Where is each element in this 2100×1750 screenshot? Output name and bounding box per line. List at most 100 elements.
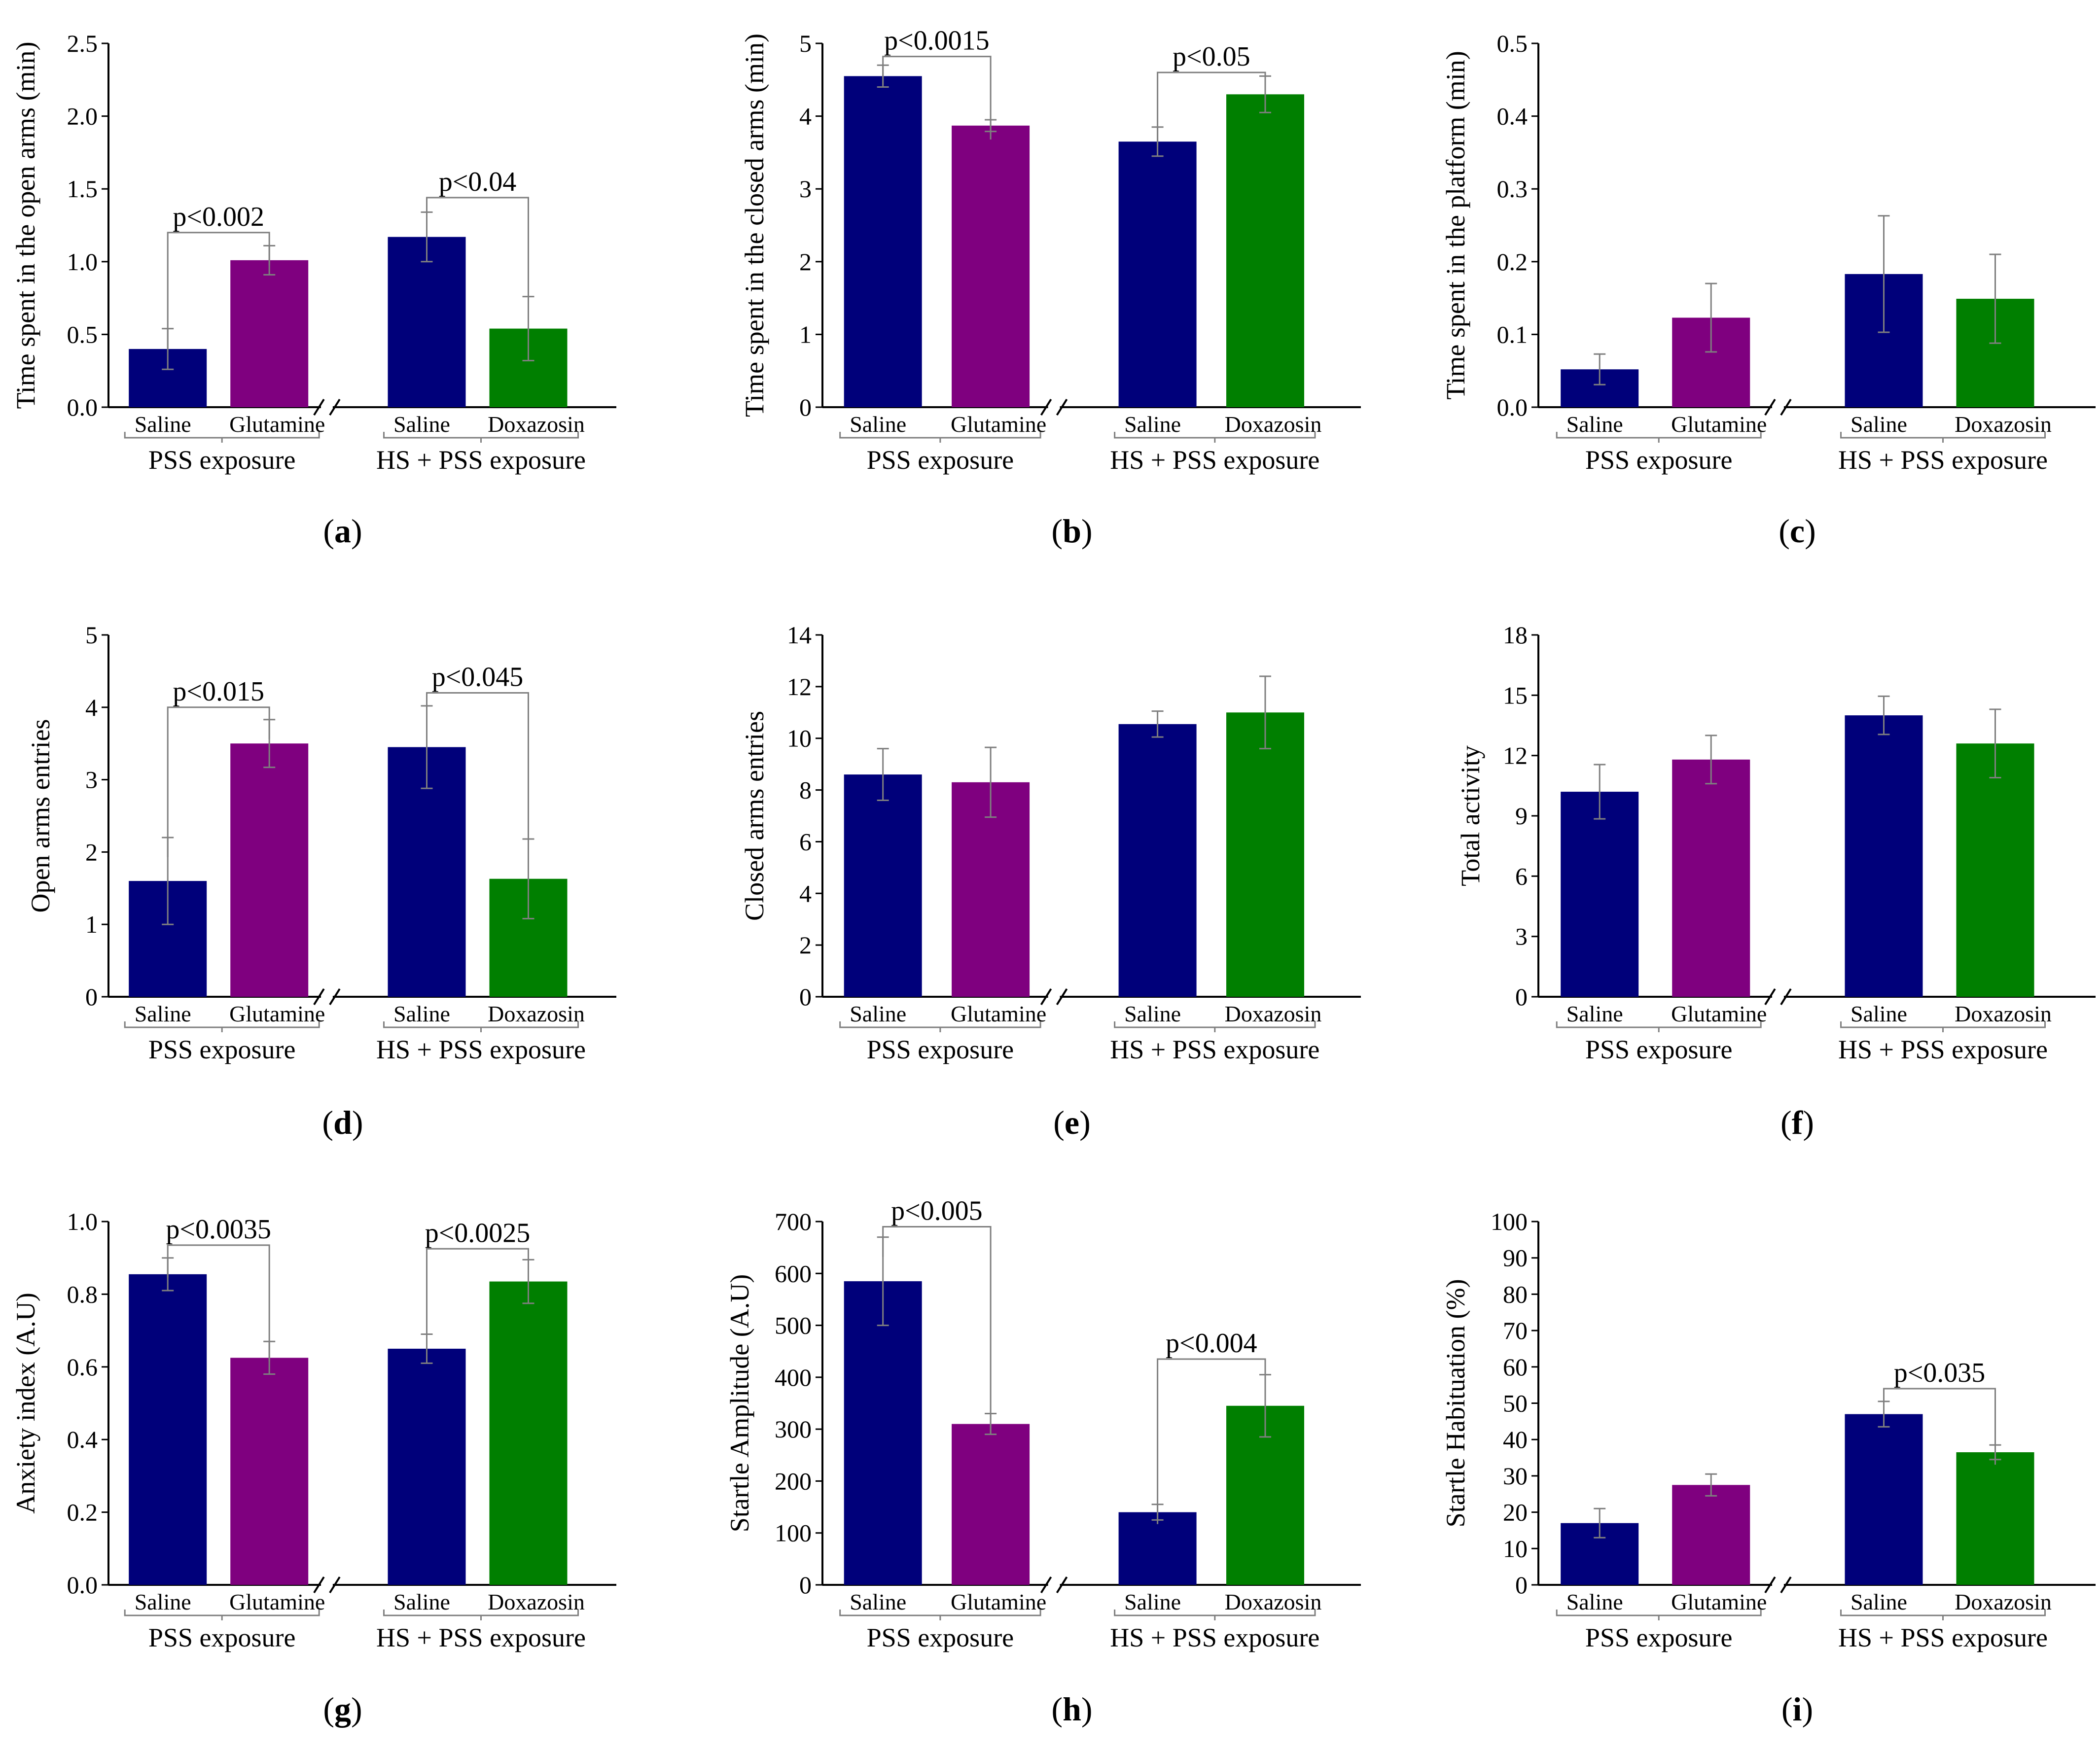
- category-label: Saline: [850, 1001, 906, 1026]
- bar-saline: [129, 1274, 207, 1585]
- bar-glutamine: [952, 782, 1030, 997]
- y-tick-label: 0: [1515, 983, 1528, 1011]
- bar-saline: [844, 76, 922, 408]
- bar-saline: [844, 1281, 922, 1585]
- significance-bracket: [167, 232, 270, 349]
- category-label: Doxazosin: [1225, 1589, 1322, 1614]
- y-axis-label: Startle Habituation (%): [1441, 1279, 1470, 1528]
- axis-break-mark: [1040, 398, 1052, 416]
- significance-label: p<0.0015: [884, 26, 990, 56]
- panel-label: (e): [1053, 1104, 1091, 1141]
- y-tick-label: 2: [799, 931, 812, 959]
- y-axis-label: Time spent in the platform (min): [1441, 51, 1470, 399]
- panel-label: (c): [1779, 512, 1816, 550]
- bar-saline: [388, 237, 466, 407]
- category-label: Saline: [1124, 1589, 1181, 1614]
- category-label: Saline: [135, 1589, 191, 1614]
- significance-label: p<0.045: [432, 662, 524, 692]
- significance-bracket: [167, 706, 270, 858]
- group-label: HS + PSS exposure: [376, 445, 586, 475]
- bar-doxazosin: [1956, 743, 2034, 997]
- y-axis-label: Time spent in the open arms (min): [11, 42, 40, 409]
- panel-letter: i: [1793, 1690, 1802, 1728]
- category-label: Doxazosin: [1955, 412, 2052, 437]
- y-tick-label: 9: [1515, 802, 1528, 830]
- group-label: PSS exposure: [148, 1623, 296, 1652]
- bar-saline: [1118, 141, 1197, 407]
- axis-break-mark: [329, 1576, 341, 1594]
- axis-break-mark: [313, 1576, 325, 1594]
- group-label: PSS exposure: [867, 1035, 1014, 1064]
- panel-letter: h: [1063, 1690, 1081, 1728]
- axis-break-mark: [329, 988, 341, 1006]
- axis-break-mark: [1764, 988, 1776, 1006]
- significance-label: p<0.015: [173, 676, 264, 707]
- category-label: Glutamine: [951, 412, 1046, 437]
- category-label: Doxazosin: [1955, 1001, 2052, 1026]
- y-tick-label: 400: [775, 1364, 812, 1391]
- panel-label: (i): [1781, 1690, 1813, 1728]
- bar-doxazosin: [1956, 1452, 2034, 1585]
- category-label: Doxazosin: [1225, 412, 1322, 437]
- panel-letter: c: [1790, 512, 1805, 550]
- group-label: HS + PSS exposure: [1110, 1623, 1319, 1652]
- y-tick-label: 300: [775, 1415, 812, 1443]
- panel-i: 0 10 20 30 40 50 60 70 80 90 100 Startle Habituatio…: [1441, 1208, 2096, 1728]
- y-tick-label: 0.0: [1497, 393, 1528, 421]
- group-label: PSS exposure: [148, 445, 296, 475]
- y-tick-label: 0.2: [67, 1499, 98, 1526]
- category-label: Saline: [850, 1589, 906, 1614]
- significance-bracket: [1157, 1358, 1266, 1524]
- y-tick-label: 1.0: [67, 248, 98, 276]
- bar-glutamine: [230, 1358, 309, 1585]
- axis-break-mark: [1056, 988, 1068, 1006]
- y-tick-label: 0.4: [1497, 103, 1528, 130]
- significance-bracket: [882, 56, 992, 140]
- significance-bracket: [426, 692, 529, 859]
- significance-bracket: [1157, 71, 1266, 147]
- y-tick-label: 90: [1503, 1244, 1528, 1272]
- category-label: Glutamine: [229, 1589, 325, 1614]
- y-axis-label: Time spent in the closed arms (min): [740, 34, 769, 417]
- group-label: HS + PSS exposure: [1110, 445, 1319, 475]
- y-tick-label: 2: [799, 248, 812, 276]
- category-label: Doxazosin: [488, 1589, 585, 1614]
- panel-letter: d: [333, 1104, 352, 1141]
- panel-label: (f): [1780, 1104, 1814, 1141]
- y-tick-label: 18: [1503, 621, 1528, 649]
- axis-break-mark: [1764, 398, 1776, 416]
- significance-label: p<0.04: [439, 167, 517, 197]
- y-tick-label: 0.5: [1497, 30, 1528, 57]
- y-tick-label: 100: [775, 1519, 812, 1547]
- category-label: Saline: [1124, 412, 1181, 437]
- panel-e: 0 2 4 6 8 10 12 14 Closed arms entries Saline Glut…: [740, 621, 1361, 1141]
- group-label: HS + PSS exposure: [1838, 1623, 2048, 1652]
- y-tick-label: 0: [1515, 1571, 1528, 1599]
- bar-saline: [1118, 1512, 1197, 1585]
- y-tick-label: 3: [799, 175, 812, 203]
- y-tick-label: 14: [787, 621, 812, 649]
- significance-bracket: [167, 1244, 270, 1362]
- y-tick-label: 3: [85, 766, 98, 794]
- bar-saline: [388, 1348, 466, 1585]
- category-label: Saline: [393, 1001, 450, 1026]
- panel-letter: f: [1792, 1104, 1804, 1141]
- significance-label: p<0.005: [891, 1196, 983, 1226]
- y-tick-label: 10: [1503, 1535, 1528, 1562]
- significance-label: p<0.002: [173, 202, 264, 232]
- category-label: Saline: [1124, 1001, 1181, 1026]
- y-tick-label: 0: [85, 983, 98, 1011]
- axis-break-mark: [1040, 988, 1052, 1006]
- axis-break-mark: [1040, 1576, 1052, 1594]
- y-tick-label: 50: [1503, 1390, 1528, 1417]
- y-tick-label: 0.1: [1497, 320, 1528, 348]
- axis-break-mark: [1780, 398, 1792, 416]
- y-tick-label: 80: [1503, 1280, 1528, 1308]
- group-label: HS + PSS exposure: [1838, 445, 2048, 475]
- axis-break-mark: [1056, 398, 1068, 416]
- category-label: Glutamine: [1671, 412, 1767, 437]
- y-tick-label: 0.3: [1497, 175, 1528, 203]
- y-axis-label: Anxiety index (A.U): [11, 1293, 40, 1513]
- y-tick-label: 30: [1503, 1462, 1528, 1490]
